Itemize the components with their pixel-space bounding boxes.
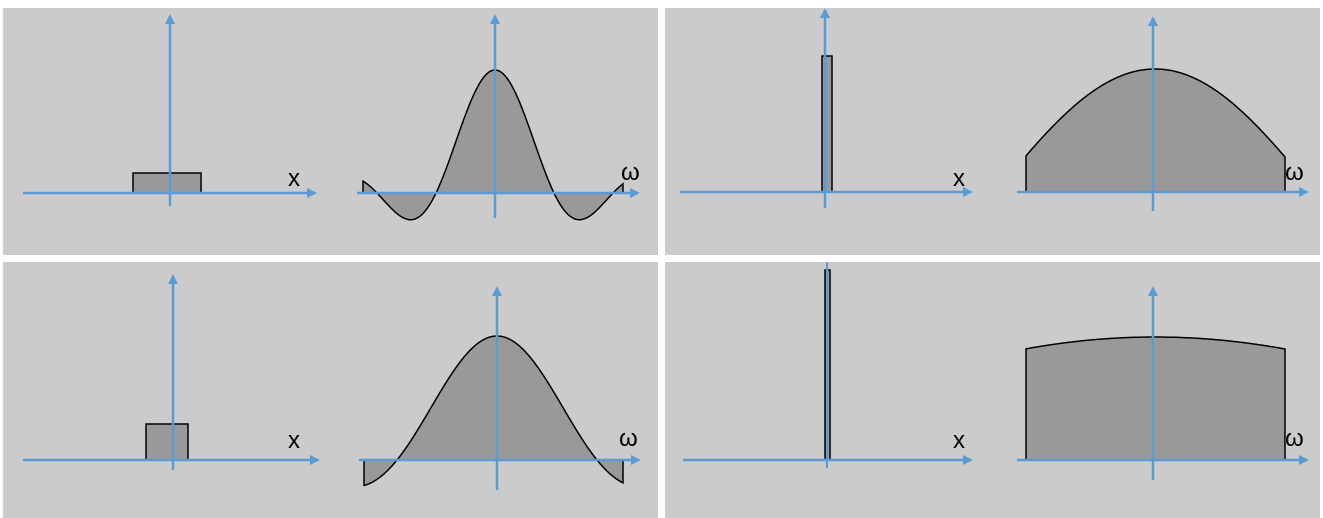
x-axis-label: x [953, 165, 965, 192]
panel-top-right: x ω [665, 8, 1320, 255]
omega-axis-label: ω [1285, 159, 1304, 186]
omega-axis-label: ω [621, 159, 640, 186]
near-constant-function [1025, 336, 1286, 461]
panel-bottom-left: x ω [3, 262, 658, 518]
omega-axis-label: ω [619, 425, 638, 452]
sinc-function [363, 335, 624, 487]
panel-bottom-right-graphics: x ω [683, 262, 1309, 480]
x-axis-label: x [288, 427, 300, 454]
omega-axis-label: ω [1285, 425, 1304, 452]
box-function [132, 172, 202, 194]
panel-bottom-left-graphics: x ω [23, 274, 641, 490]
narrow-box-function [821, 55, 833, 193]
panel-top-left: x ω [3, 8, 658, 255]
x-axis-label: x [288, 165, 300, 192]
box-function [145, 423, 189, 461]
sinc-function [362, 69, 624, 221]
x-axis-label: x [953, 427, 965, 454]
broad-sinc-function [1025, 68, 1286, 193]
panel-top-right-graphics: x ω [680, 8, 1309, 211]
panel-bottom-right: x ω [665, 262, 1320, 518]
panel-top-left-graphics: x ω [23, 14, 640, 221]
